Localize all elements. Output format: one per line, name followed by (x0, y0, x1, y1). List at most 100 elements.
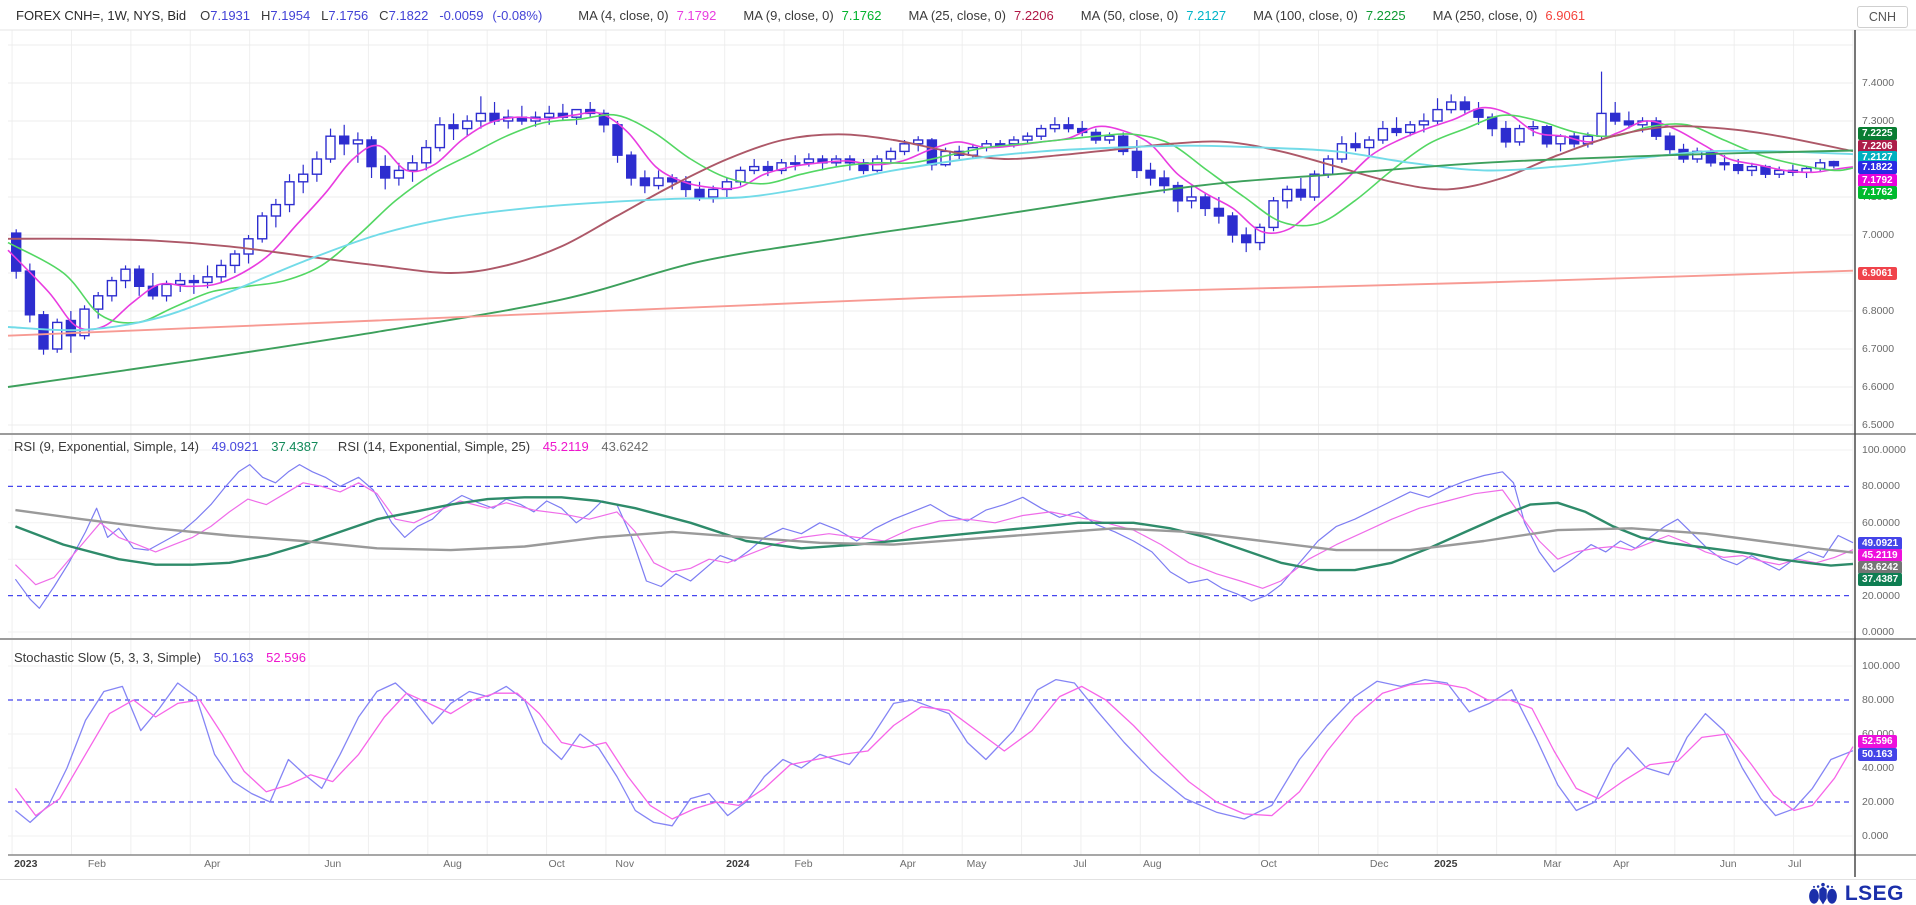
price-badge: 7.1822 (1858, 161, 1897, 174)
time-axis-label: 2024 (726, 858, 750, 870)
candle (1363, 139, 1375, 149)
candle (174, 279, 186, 286)
candle (284, 181, 295, 206)
candle (913, 139, 924, 145)
stochastic-label[interactable]: Stochastic Slow (5, 3, 3, Simple) (14, 650, 202, 665)
candle (1309, 173, 1320, 198)
candle (202, 276, 213, 284)
candle (544, 112, 555, 118)
lseg-crest-icon (1808, 882, 1837, 905)
time-axis-label: Jul (1073, 858, 1087, 870)
price-badge: 7.1792 (1858, 174, 1897, 187)
candle (298, 173, 309, 183)
legend-ma9[interactable]: MA (9, close, 0) 7.1762 (743, 7, 882, 23)
candle (1295, 188, 1307, 198)
d-line (14, 682, 1854, 820)
candle (926, 139, 938, 166)
ma250-line (7, 269, 1854, 337)
candle (639, 177, 651, 187)
price-badge: 7.2225 (1858, 127, 1897, 140)
candle (38, 314, 49, 350)
axis-tick-label: 7.3000 (1862, 115, 1895, 127)
open-value: O7.1931 (200, 7, 251, 23)
price-badge: 7.2127 (1858, 151, 1897, 164)
legend-ma50[interactable]: MA (50, close, 0) 7.2127 (1080, 7, 1227, 23)
ma4-line (7, 106, 1854, 331)
candle (1473, 108, 1484, 118)
candle (1227, 215, 1238, 236)
time-axis-label: Nov (615, 858, 635, 870)
legend-ma100[interactable]: MA (100, close, 0) 7.2225 (1253, 7, 1406, 23)
rsi9-ma14-line (14, 496, 1854, 572)
axis-tick-label: 40.000 (1862, 762, 1895, 774)
candle (1514, 127, 1525, 143)
time-axis-label: Apr (1613, 858, 1630, 870)
stochastic-legend: Stochastic Slow (5, 3, 3, Simple) 50.163… (14, 650, 315, 665)
k-line (14, 678, 1854, 827)
candle (1213, 207, 1225, 217)
ma100-line (7, 149, 1854, 388)
candle (680, 181, 692, 191)
candle (1377, 127, 1389, 141)
price-badge: 7.2206 (1858, 140, 1897, 153)
candle (161, 283, 172, 297)
time-axis-label: Jun (1719, 858, 1737, 870)
candle (885, 150, 897, 160)
time-axis-label: Jul (1788, 858, 1802, 870)
time-axis-label: Dec (1369, 858, 1389, 870)
candle (352, 139, 364, 145)
candle (1254, 226, 1266, 244)
candle (1131, 150, 1143, 172)
candle (1268, 200, 1279, 229)
close-value: C7.1822 (379, 7, 429, 23)
candle (1145, 169, 1156, 179)
candle (803, 158, 815, 164)
candle (1596, 112, 1607, 137)
candle (421, 146, 432, 164)
candle (475, 112, 487, 122)
vertical-gridlines (11, 30, 1854, 855)
candle (24, 270, 36, 316)
candle (1404, 124, 1416, 134)
axis-tick-label: 7.4000 (1862, 77, 1895, 89)
candle (1418, 120, 1430, 126)
candle (215, 264, 227, 278)
candle (1322, 158, 1334, 175)
candle (899, 143, 910, 153)
candle (339, 135, 350, 145)
instrument-title[interactable]: FOREX CNH=, 1W, NYS, Bid (16, 7, 187, 23)
candle (708, 188, 719, 198)
legend-ma250[interactable]: MA (250, close, 0) 6.9061 (1432, 7, 1586, 23)
candle (776, 162, 787, 172)
chart-legend: FOREX CNH=, 1W, NYS, Bid O7.1931 H7.1954… (16, 0, 1585, 30)
stochastic-k-value: 50.163 (213, 650, 254, 665)
candle (653, 177, 664, 187)
candle (1459, 101, 1471, 111)
candle (1117, 135, 1129, 153)
candle (448, 124, 459, 130)
candle (762, 165, 774, 172)
time-axis-label: 2025 (1434, 858, 1458, 870)
candle (366, 139, 377, 168)
symbol-button[interactable]: CNH (1856, 6, 1908, 28)
candle (1445, 101, 1457, 111)
price-badge: 49.0921 (1858, 537, 1903, 550)
time-axis-label: Apr (899, 858, 917, 870)
candle (1104, 135, 1115, 141)
legend-ma4[interactable]: MA (4, close, 0) 7.1792 (578, 7, 717, 23)
price-badge: 45.2119 (1858, 549, 1902, 562)
candlestick-series (10, 71, 1840, 355)
rsi14-label[interactable]: RSI (14, Exponential, Simple, 25) (337, 439, 531, 454)
candle (229, 253, 241, 267)
price-badge: 52.596 (1858, 735, 1897, 748)
legend-ma25[interactable]: MA (25, close, 0) 7.2206 (908, 7, 1054, 23)
candle (1035, 127, 1047, 137)
axis-tick-label: 7.0000 (1862, 229, 1895, 241)
rsi9-label[interactable]: RSI (9, Exponential, Simple, 14) (14, 439, 199, 454)
time-axis-label: Aug (443, 858, 462, 870)
low-value: L7.1756 (321, 7, 369, 23)
time-axis-label: Feb (87, 858, 106, 870)
candle (1773, 169, 1785, 175)
candle (1186, 196, 1197, 202)
